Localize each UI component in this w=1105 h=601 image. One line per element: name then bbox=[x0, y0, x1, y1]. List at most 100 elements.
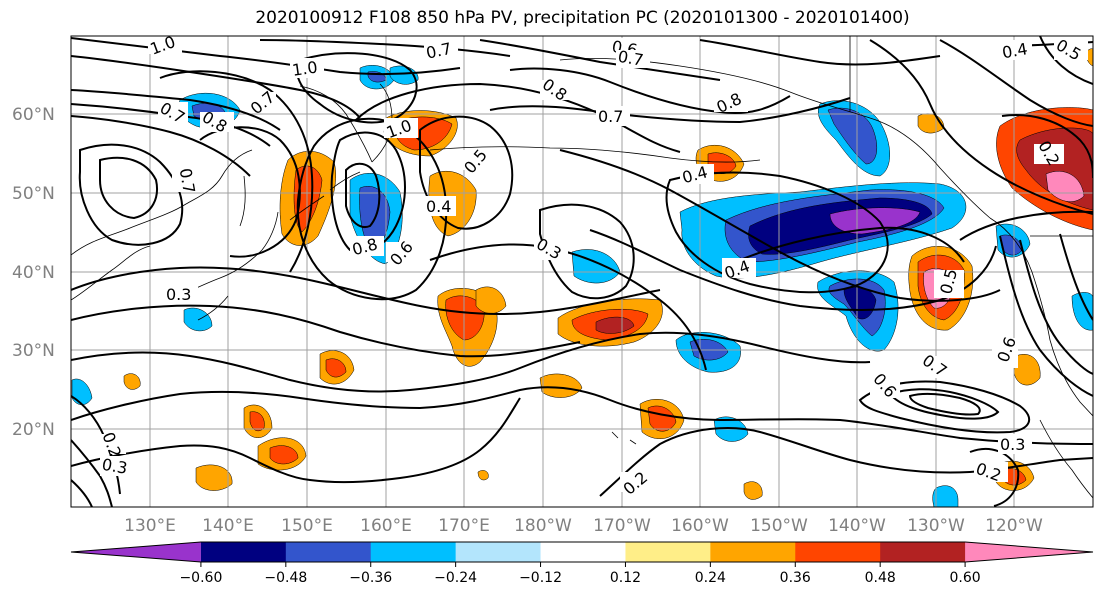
shade-positive bbox=[477, 470, 489, 481]
colorbar-swatch bbox=[965, 542, 1093, 562]
contour-line bbox=[1059, 233, 1093, 321]
shade-positive bbox=[539, 373, 583, 398]
coastline-mexico bbox=[1039, 419, 1093, 499]
contour-line bbox=[1001, 114, 1093, 179]
contour-label: 0.3 bbox=[100, 455, 128, 478]
lon-label: 140°E bbox=[202, 516, 254, 536]
lon-label: 180°W bbox=[514, 516, 572, 536]
coastline-aleutians bbox=[429, 146, 761, 163]
lon-label: 120°W bbox=[985, 516, 1043, 536]
contour-label: 0.3 bbox=[1000, 435, 1025, 454]
contour-line bbox=[1019, 239, 1093, 375]
contour-line bbox=[969, 447, 1020, 507]
contour-line bbox=[71, 386, 1093, 445]
colorbar-swatch bbox=[455, 542, 542, 562]
colorbar-tick-label: −0.60 bbox=[179, 570, 222, 586]
lon-label: 170°W bbox=[593, 516, 651, 536]
contour-line bbox=[355, 82, 681, 153]
colorbar-tick-label: 0.36 bbox=[780, 570, 811, 586]
colorbar-swatch bbox=[795, 542, 881, 562]
shade-negative bbox=[829, 207, 921, 235]
contour-line bbox=[199, 126, 301, 258]
colorbar-swatch bbox=[710, 542, 796, 562]
hawaii-islands bbox=[611, 431, 637, 445]
coastline-asia bbox=[71, 149, 253, 301]
contour-line bbox=[888, 388, 1000, 420]
shade-positive bbox=[1045, 171, 1085, 202]
contour-label: 0.7 bbox=[616, 47, 644, 70]
shade-positive bbox=[595, 316, 635, 334]
lon-label: 130°W bbox=[907, 516, 965, 536]
colorbar: −0.60 −0.48 −0.36 −0.24 −0.12 0.12 0.24 0.36 0.4… bbox=[70, 541, 1094, 586]
colorbar-tick-label: −0.12 bbox=[519, 570, 562, 586]
contour-line bbox=[699, 39, 941, 66]
lon-label: 150°E bbox=[281, 516, 333, 536]
map-title: 2020100912 F108 850 hPa PV, precipitatio… bbox=[255, 8, 910, 28]
colorbar-tick-label: 0.12 bbox=[610, 570, 641, 586]
contour-line bbox=[78, 143, 184, 246]
contour-line bbox=[71, 304, 581, 358]
lat-label: 20°N bbox=[12, 420, 55, 440]
contour-line bbox=[71, 266, 661, 315]
lat-label: 60°N bbox=[12, 105, 55, 125]
colorbar-swatch bbox=[285, 542, 372, 562]
lon-label: 160°E bbox=[360, 516, 412, 536]
contour-line bbox=[71, 55, 361, 119]
contour-line bbox=[999, 235, 1093, 397]
contour-line bbox=[959, 210, 1093, 241]
coastline-alaska bbox=[559, 57, 991, 219]
lon-label: 160°W bbox=[671, 516, 729, 536]
colorbar-swatch bbox=[540, 542, 626, 562]
contour-line bbox=[509, 67, 791, 114]
colorbar-swatch bbox=[200, 542, 287, 562]
contour-line bbox=[71, 89, 281, 131]
contour-line bbox=[295, 52, 418, 124]
contour-line bbox=[739, 226, 965, 263]
contour-line bbox=[345, 162, 381, 228]
contour-label: 0.4 bbox=[426, 197, 451, 216]
contour-label: 0.4 bbox=[1001, 39, 1029, 62]
shade-positive bbox=[743, 481, 763, 500]
shade-positive bbox=[269, 445, 299, 465]
shade-positive bbox=[123, 373, 141, 390]
contour-label: 0.3 bbox=[166, 285, 191, 304]
lat-labels: 60°N 50°N 40°N 30°N 20°N bbox=[12, 105, 55, 440]
contour-line bbox=[539, 203, 635, 300]
shade-positive bbox=[249, 411, 265, 432]
lat-label: 30°N bbox=[12, 341, 55, 361]
contour-label: 0.7 bbox=[424, 39, 453, 63]
contour-line bbox=[869, 39, 1093, 215]
contour-line bbox=[259, 39, 511, 57]
contour-line bbox=[665, 171, 889, 294]
lon-label: 170°E bbox=[438, 516, 490, 536]
lon-label: 150°W bbox=[750, 516, 808, 536]
contour-label: 0.7 bbox=[598, 107, 623, 126]
lon-label: 140°W bbox=[828, 516, 886, 536]
map-frame bbox=[70, 35, 1094, 508]
shade-positive bbox=[325, 358, 347, 378]
contour-line bbox=[99, 156, 158, 220]
colorbar-tick-label: −0.48 bbox=[264, 570, 307, 586]
contour-line bbox=[71, 115, 251, 177]
colorbar-swatch bbox=[625, 542, 711, 562]
shade-positive bbox=[445, 295, 485, 341]
shade-positive bbox=[475, 286, 507, 314]
lat-label: 40°N bbox=[12, 263, 55, 283]
colorbar-tick-label: −0.36 bbox=[349, 570, 392, 586]
colorbar-tick-label: 0.24 bbox=[695, 570, 726, 586]
contour-line bbox=[71, 397, 521, 484]
colorbar-tick-label: 0.60 bbox=[950, 570, 981, 586]
shade-negative bbox=[1071, 292, 1093, 331]
contour-line bbox=[479, 39, 721, 81]
contour-line bbox=[71, 479, 93, 507]
contour-line bbox=[908, 392, 981, 416]
contour-line bbox=[159, 70, 314, 273]
contour-label: 1.0 bbox=[291, 57, 319, 79]
contour-line bbox=[559, 149, 1001, 302]
lon-labels: 130°E 140°E 150°E 160°E 170°E 180°W 170°… bbox=[124, 516, 1043, 536]
colorbar-swatch bbox=[880, 542, 966, 562]
colorbar-tick-label: −0.24 bbox=[434, 570, 477, 586]
contour-label: 0.5 bbox=[1053, 35, 1085, 64]
shade-negative bbox=[571, 249, 621, 284]
shade-negative bbox=[932, 485, 959, 507]
